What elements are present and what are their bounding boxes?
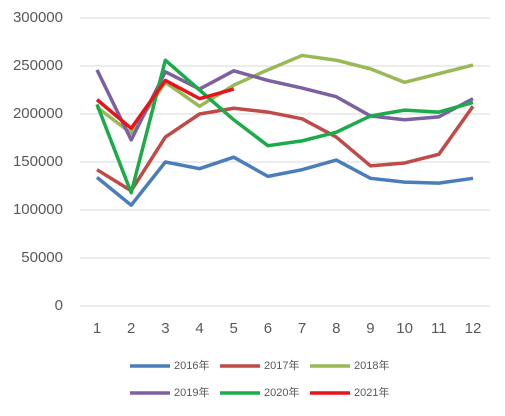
- x-tick-label: 7: [298, 320, 306, 337]
- y-tick-label: 300000: [13, 9, 63, 26]
- series-line: [96, 105, 475, 193]
- legend-label: 2017年: [264, 358, 299, 372]
- series-line: [95, 155, 474, 207]
- legend-label: 2016年: [174, 358, 209, 372]
- x-tick-label: 4: [195, 320, 203, 337]
- series-line: [95, 78, 235, 131]
- series-line: [95, 58, 474, 195]
- legend-label: 2019年: [174, 385, 209, 399]
- x-tick-label: 6: [264, 320, 272, 337]
- x-tick-label: 9: [366, 320, 374, 337]
- x-tick-label: 5: [230, 320, 238, 337]
- x-tick-label: 12: [465, 320, 482, 337]
- y-tick-label: 150000: [13, 153, 63, 170]
- x-tick-label: 3: [161, 320, 169, 337]
- x-tick-label: 1: [93, 320, 101, 337]
- x-tick-label: 8: [332, 320, 340, 337]
- y-tick-label: 50000: [21, 249, 63, 266]
- y-tick-label: 0: [55, 297, 63, 314]
- legend-label: 2021年: [354, 385, 389, 399]
- y-tick-label: 100000: [13, 201, 63, 218]
- y-tick-label: 200000: [13, 105, 63, 122]
- x-tick-label: 11: [431, 320, 447, 337]
- legend-label: 2018年: [354, 358, 389, 372]
- y-tick-label: 250000: [13, 57, 63, 74]
- x-tick-label: 10: [396, 320, 413, 337]
- legend-label: 2020年: [264, 385, 299, 399]
- x-tick-label: 2: [127, 320, 135, 337]
